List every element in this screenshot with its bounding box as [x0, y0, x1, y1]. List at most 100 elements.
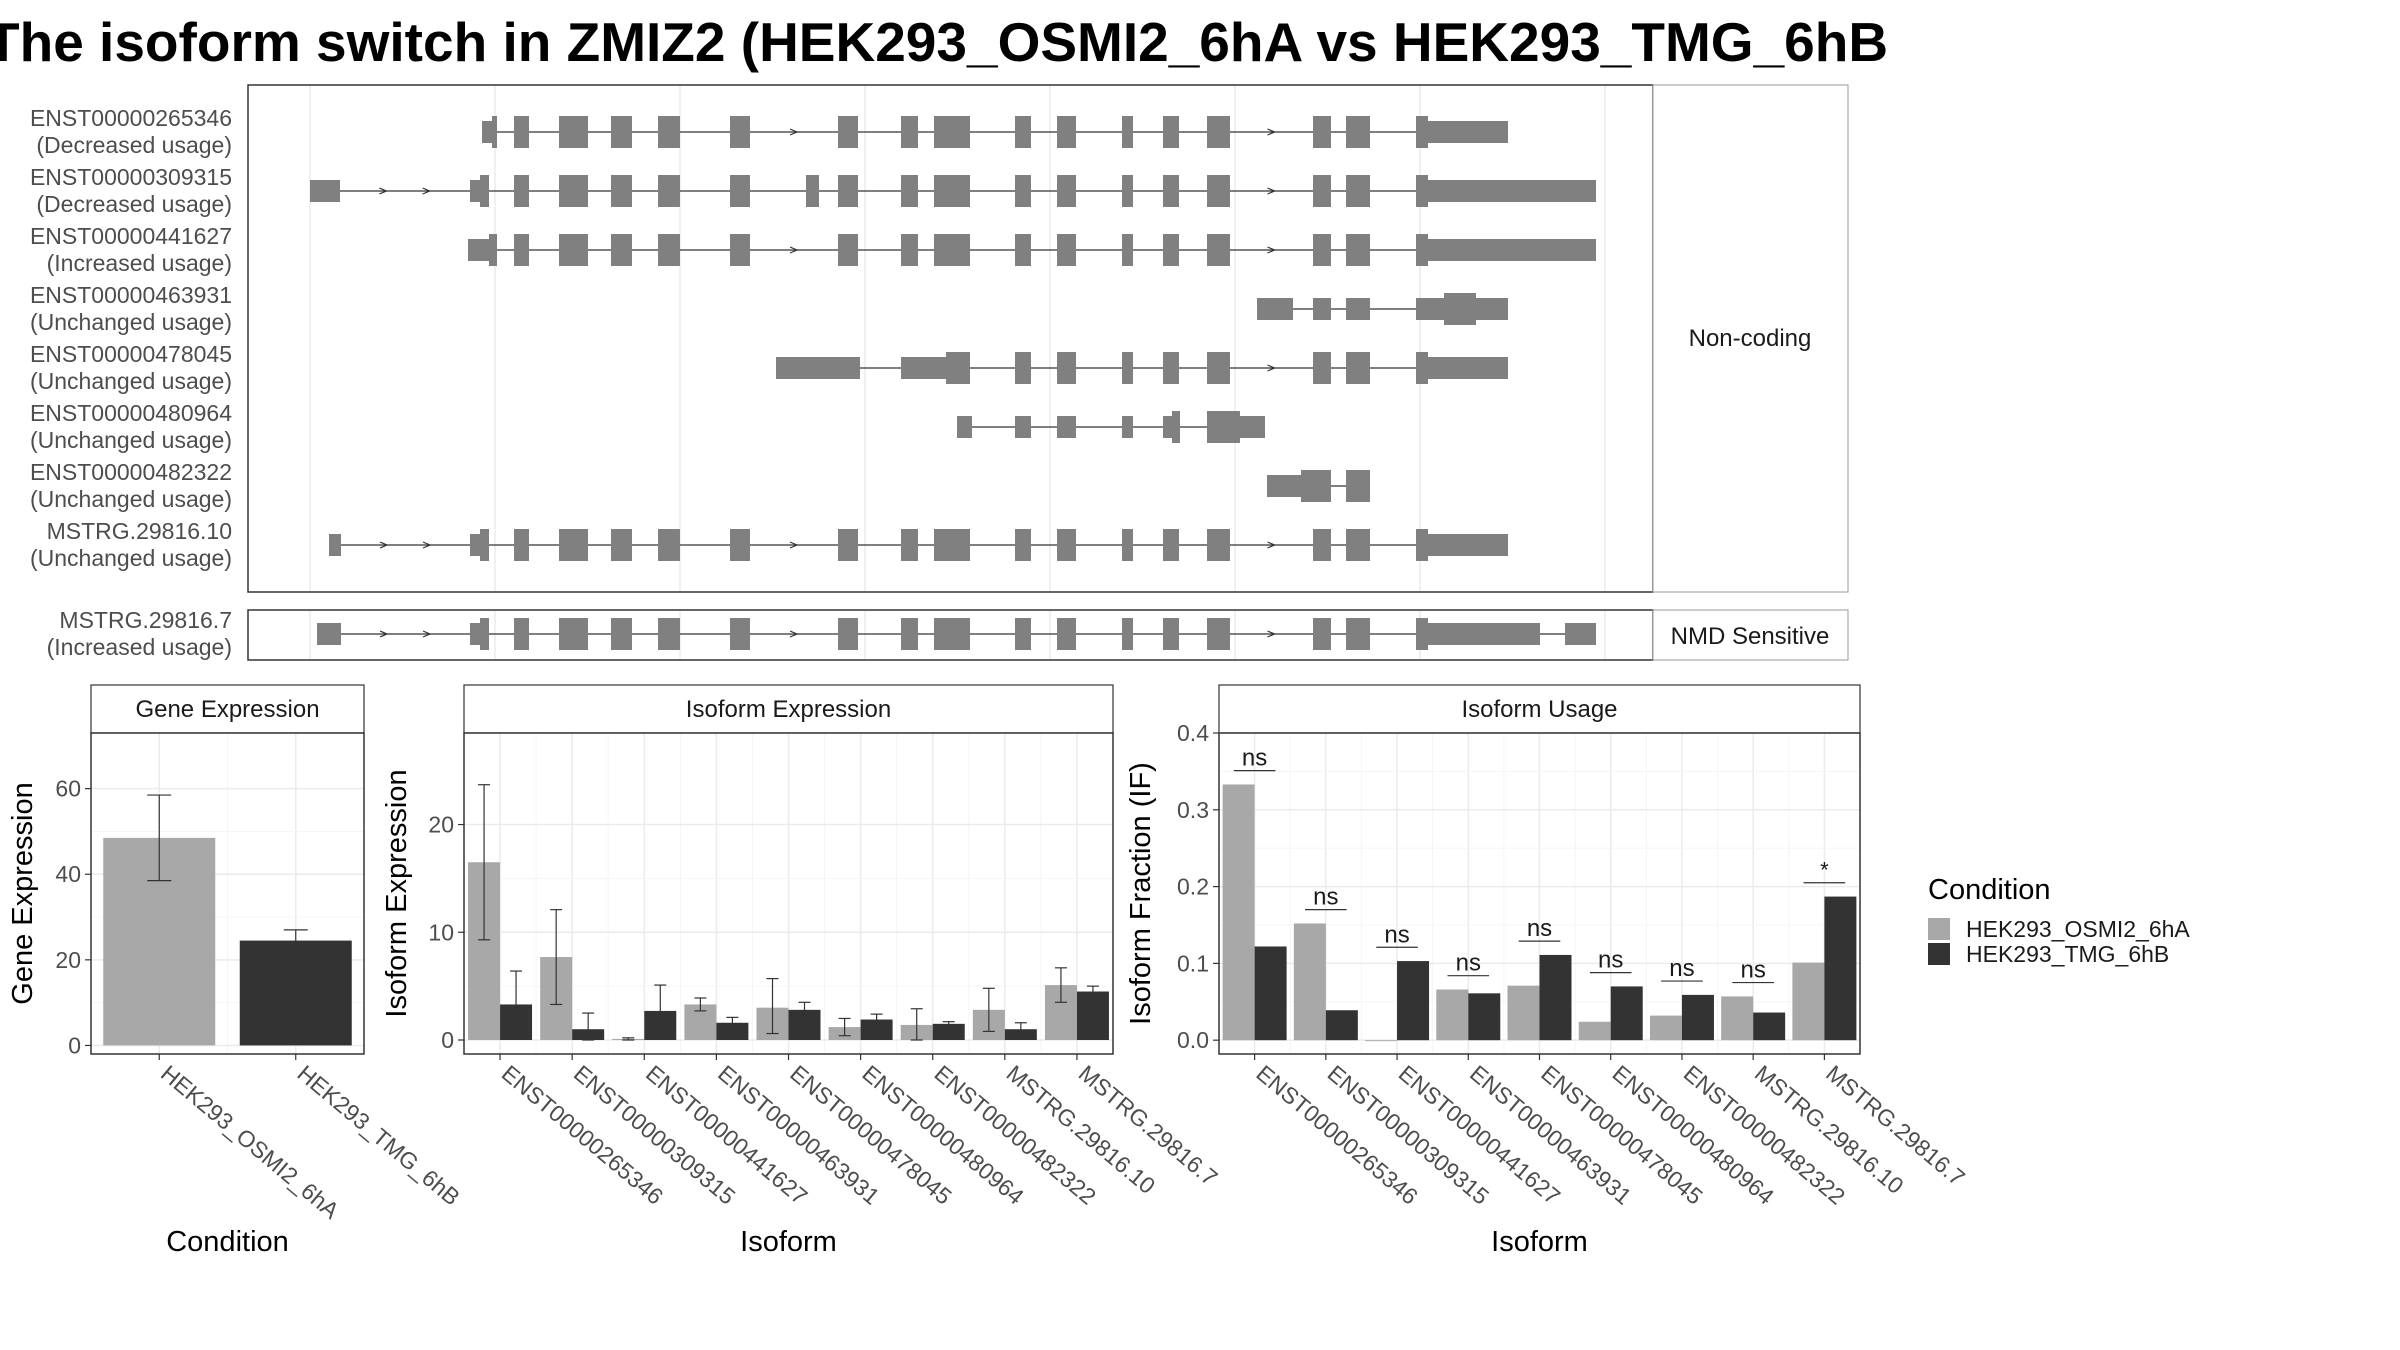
exon-block: [1428, 239, 1596, 261]
exon-block: [1015, 116, 1031, 148]
exon-block: [1207, 529, 1230, 561]
exon-block: [838, 116, 858, 148]
exon-block: [611, 175, 632, 207]
exon-block: [480, 529, 489, 561]
exon-block: [838, 175, 858, 207]
legend-label: HEK293_TMG_6hB: [1966, 941, 2169, 967]
data-bar: [1436, 989, 1469, 1041]
data-bar: [1681, 994, 1714, 1041]
exon-block: [1015, 352, 1031, 384]
exon-block: [806, 175, 819, 207]
exon-block: [1122, 175, 1133, 207]
y-tick-label: 20: [428, 812, 454, 838]
transcript-row: ENST00000482322(Unchanged usage): [30, 459, 1370, 512]
legend-title: Condition: [1928, 874, 2051, 906]
exon-block: [1346, 529, 1370, 561]
exon-block: [1163, 175, 1179, 207]
exon-block: [559, 116, 588, 148]
exon-block: [838, 234, 858, 266]
exon-block: [611, 234, 632, 266]
exon-block: [1207, 618, 1230, 650]
exon-block: [1163, 352, 1179, 384]
exon-block: [658, 529, 680, 561]
transcript-id-label: ENST00000265346: [30, 105, 232, 131]
x-axis-title: Isoform: [1491, 1226, 1588, 1258]
exon-block: [658, 175, 680, 207]
transcript-usage-label: (Unchanged usage): [30, 368, 232, 394]
data-bar: [1397, 961, 1430, 1041]
exon-block: [1257, 298, 1293, 320]
direction-arrow-icon: [1267, 541, 1277, 549]
exon-block: [658, 116, 680, 148]
data-bar: [239, 940, 352, 1046]
exon-block: [1346, 618, 1370, 650]
significance-label: *: [1820, 858, 1829, 883]
exon-block: [934, 234, 970, 266]
y-tick-label: 10: [428, 919, 454, 945]
exon-block: [611, 618, 632, 650]
y-tick-label: 0: [68, 1032, 81, 1058]
exon-block: [470, 623, 480, 645]
exon-block: [482, 121, 492, 143]
transcript-usage-label: (Unchanged usage): [30, 309, 232, 335]
exon-block: [934, 618, 970, 650]
direction-arrow-icon: [1267, 187, 1277, 195]
exon-block: [1172, 411, 1180, 443]
exon-block: [838, 529, 858, 561]
exon-block: [1057, 116, 1076, 148]
panel-strip: [463, 684, 1114, 734]
direction-arrow-icon: [422, 630, 432, 638]
significance-label: ns: [1598, 947, 1623, 974]
exon-block: [1428, 180, 1596, 202]
transcript-row: ENST00000441627(Increased usage): [30, 223, 1596, 276]
exon-block: [1313, 116, 1331, 148]
exon-block: [1163, 618, 1179, 650]
exon-block: [514, 234, 529, 266]
exon-block: [1015, 234, 1031, 266]
exon-block: [559, 618, 588, 650]
exon-block: [730, 116, 750, 148]
x-axis-title: Condition: [166, 1226, 289, 1258]
transcript-id-label: ENST00000463931: [30, 282, 232, 308]
exon-block: [1346, 352, 1370, 384]
transcript-usage-label: (Decreased usage): [36, 191, 232, 217]
significance-label: ns: [1740, 957, 1765, 984]
significance-label: ns: [1669, 955, 1694, 982]
exon-block: [1122, 618, 1133, 650]
data-bar: [1254, 946, 1287, 1041]
transcript-row: MSTRG.29816.10(Unchanged usage): [30, 518, 1508, 571]
exon-block: [1122, 416, 1133, 438]
exon-block: [901, 234, 918, 266]
y-tick-label: 0.0: [1177, 1027, 1209, 1053]
exon-block: [1416, 352, 1428, 384]
panel-border: [1218, 732, 1861, 1055]
panel-border: [90, 732, 365, 1055]
exon-block: [946, 352, 970, 384]
exon-block: [1163, 116, 1179, 148]
exon-block: [730, 234, 750, 266]
exon-block: [1428, 357, 1508, 379]
transcript-row: ENST00000265346(Decreased usage): [30, 105, 1508, 158]
exon-block: [468, 239, 489, 261]
direction-arrow-icon: [422, 541, 432, 549]
exon-block: [776, 357, 860, 379]
y-axis-title: Gene Expression: [7, 782, 39, 1004]
exon-block: [1207, 352, 1230, 384]
exon-block: [934, 116, 970, 148]
exon-block: [934, 175, 970, 207]
transcript-row: ENST00000463931(Unchanged usage): [30, 282, 1508, 335]
exon-block: [730, 529, 750, 561]
data-bar: [1468, 993, 1501, 1041]
significance-label: ns: [1456, 950, 1481, 977]
exon-block: [901, 529, 918, 561]
direction-arrow-icon: [379, 541, 389, 549]
exon-block: [1057, 175, 1076, 207]
y-tick-label: 60: [55, 776, 81, 802]
direction-arrow-icon: [789, 128, 799, 136]
direction-arrow-icon: [1267, 364, 1277, 372]
isoform-usage-panel: Isoform Usage0.00.10.20.30.4nsENST000002…: [1125, 684, 1970, 1258]
exon-block: [901, 116, 918, 148]
exon-block: [492, 116, 497, 148]
exon-block: [1057, 529, 1076, 561]
